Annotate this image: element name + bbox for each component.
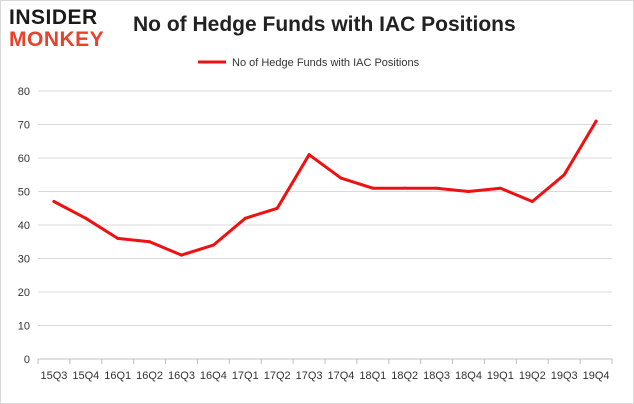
data-point	[180, 253, 183, 257]
data-point	[52, 200, 56, 204]
data-point	[243, 216, 247, 220]
legend: No of Hedge Funds with IAC Positions	[198, 57, 420, 69]
series-layer	[52, 119, 598, 257]
series-line	[52, 119, 598, 257]
x-tick-label: 18Q3	[423, 370, 450, 382]
data-point	[403, 186, 407, 190]
data-point	[116, 236, 120, 240]
data-point	[339, 176, 343, 180]
x-tick-label: 17Q1	[232, 370, 259, 382]
data-point	[275, 206, 279, 210]
y-tick-label: 50	[18, 187, 30, 199]
y-tick-label: 0	[24, 354, 30, 366]
insider-monkey-logo: INSIDER MONKEY	[9, 7, 119, 51]
x-tick-label: 19Q2	[519, 370, 546, 382]
x-tick-label: 18Q4	[455, 370, 482, 382]
data-point	[148, 240, 152, 244]
x-axis-ticks: 15Q3 15Q4 16Q1 16Q2 16Q3 16Q4 17Q1 17Q2 17Q3 17Q4…	[37, 359, 613, 382]
logo-line-1: INSIDER	[9, 6, 98, 29]
y-tick-label: 70	[18, 120, 30, 132]
y-tick-label: 20	[18, 287, 30, 299]
y-axis-ticks: 0 10 20 30 40 50 60 70 80	[18, 86, 30, 366]
y-tick-label: 30	[18, 254, 30, 266]
data-point	[562, 173, 566, 177]
legend-label: No of Hedge Funds with IAC Positions	[232, 57, 420, 69]
y-tick-label: 40	[18, 220, 30, 232]
x-tick-label: 15Q4	[72, 370, 99, 382]
data-point	[371, 186, 375, 190]
x-tick-label: 17Q2	[264, 370, 291, 382]
data-point	[211, 243, 215, 247]
x-tick-label: 15Q3	[40, 370, 67, 382]
x-tick-label: 18Q1	[359, 370, 386, 382]
chart-title: No of Hedge Funds with IAC Positions	[133, 13, 516, 36]
x-tick-label: 16Q4	[200, 370, 227, 382]
x-tick-label: 19Q4	[583, 370, 610, 382]
y-tick-label: 80	[18, 86, 30, 98]
data-point	[530, 200, 534, 204]
data-point	[435, 186, 439, 190]
data-point	[594, 119, 598, 123]
x-tick-label: 17Q3	[296, 370, 323, 382]
data-point	[498, 186, 502, 190]
data-point	[84, 216, 88, 220]
x-tick-label: 19Q3	[551, 370, 578, 382]
logo-line-2: MONKEY	[9, 28, 105, 51]
x-tick-label: 16Q2	[136, 370, 163, 382]
x-tick-label: 17Q4	[327, 370, 354, 382]
y-tick-label: 10	[18, 321, 30, 333]
x-tick-label: 18Q2	[391, 370, 418, 382]
data-point	[307, 153, 311, 157]
x-tick-label: 16Q1	[104, 370, 131, 382]
x-tick-label: 16Q3	[168, 370, 195, 382]
x-tick-label: 19Q1	[487, 370, 514, 382]
gridlines	[38, 90, 612, 360]
data-point	[467, 190, 470, 193]
y-tick-label: 60	[18, 153, 30, 165]
